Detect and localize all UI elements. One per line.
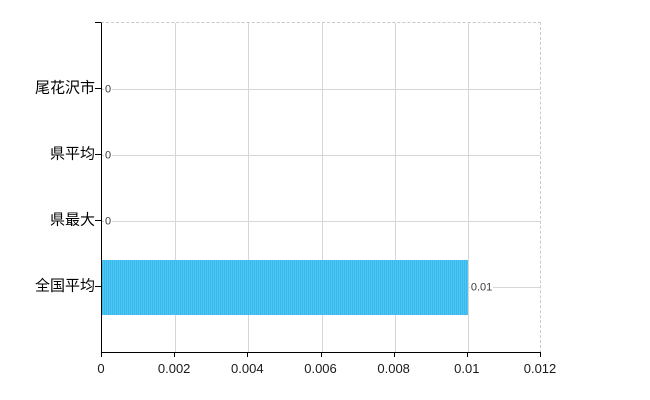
gridline-vertical [248,23,250,352]
x-tick-label: 0.004 [231,361,264,376]
x-tick-label: 0.01 [454,361,480,376]
gridline-vertical [321,23,323,352]
x-tick-label: 0 [97,361,105,376]
y-tick-mark [95,286,101,287]
category-label: 全国平均 [34,277,95,295]
category-label: 県最大 [49,211,95,229]
plot-area: 0 0 0 0.01 [101,22,541,353]
y-tick-mark [95,88,101,89]
category-label: 県平均 [49,145,95,163]
bar-value-label: 0.01 [469,281,494,295]
gridline-horizontal [102,155,540,156]
bar-value-label: 0 [104,149,113,163]
x-tick-mark [174,352,176,357]
bar [102,260,468,315]
gridline-vertical [467,23,469,352]
y-tick-mark [95,154,101,155]
x-tick-mark [393,352,395,357]
x-tick-label: 0.008 [377,361,410,376]
y-tick-mark [95,22,101,23]
gridline-vertical [394,23,396,352]
y-tick-mark [95,220,101,221]
gridline-horizontal [102,221,540,222]
x-tick-label: 0.002 [157,361,191,376]
gridline-vertical [175,23,177,352]
bar-value-label: 0 [104,83,113,97]
x-tick-mark [540,352,541,357]
category-label: 尾花沢市 [34,79,95,97]
x-tick-mark [101,352,102,357]
x-tick-label: 0.012 [523,361,557,376]
bar-value-label: 0 [104,215,113,229]
x-tick-mark [466,352,468,357]
gridline-horizontal [102,89,540,90]
x-tick-mark [247,352,249,357]
x-tick-label: 0.006 [304,361,337,376]
x-tick-mark [320,352,322,357]
